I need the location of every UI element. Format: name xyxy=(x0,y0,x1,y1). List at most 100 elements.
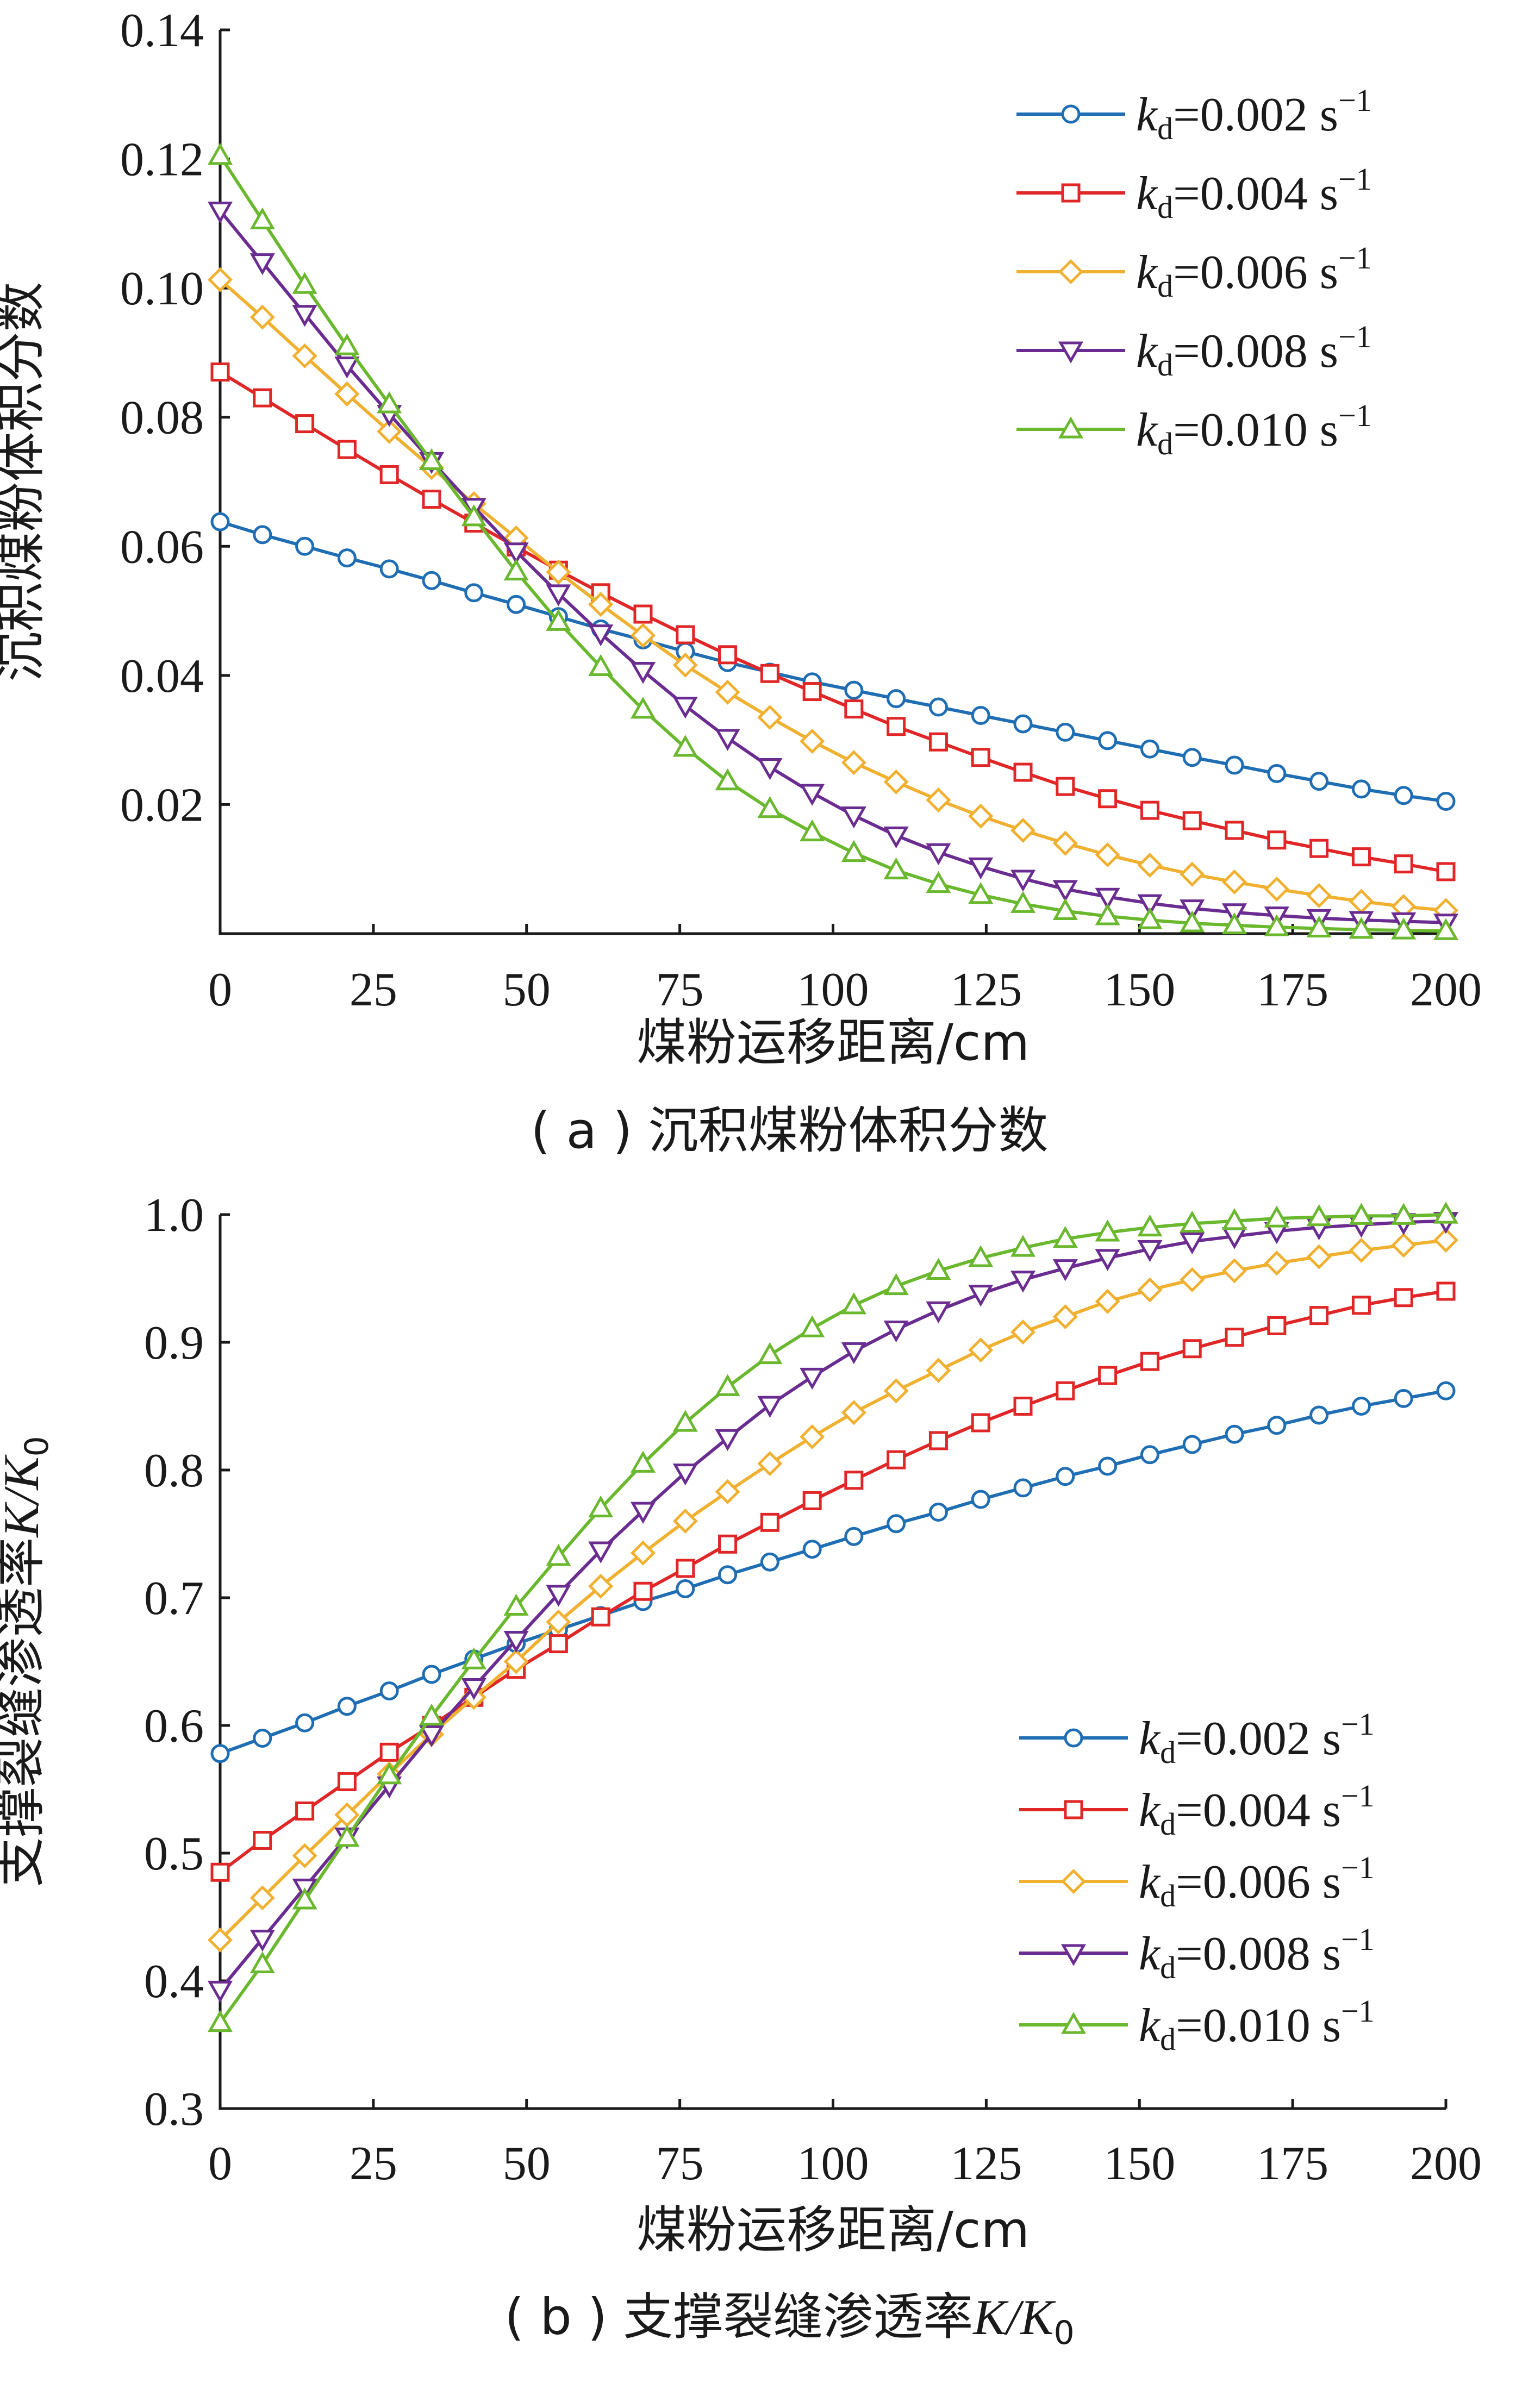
data-point xyxy=(672,652,698,678)
data-point xyxy=(757,758,783,780)
data-point xyxy=(630,623,656,648)
data-point xyxy=(253,1729,272,1748)
legend-label: kd=0.006 s−1 xyxy=(1139,1850,1375,1913)
data-point xyxy=(1140,1352,1159,1371)
legend-marker xyxy=(1060,1868,1087,1894)
data-point xyxy=(207,202,233,224)
x-tick-label: 25 xyxy=(350,964,397,1016)
x-axis-label: 煤粉运移距离/cm xyxy=(637,1014,1030,1072)
data-point xyxy=(591,1607,610,1627)
data-point xyxy=(461,504,486,527)
data-point xyxy=(1182,811,1202,830)
data-point xyxy=(292,343,317,368)
data-point xyxy=(292,272,317,294)
x-tick-label: 150 xyxy=(1103,964,1175,1016)
y-tick-label: 0.14 xyxy=(120,4,204,57)
data-point xyxy=(1436,862,1456,881)
data-point xyxy=(887,1450,906,1469)
data-point xyxy=(887,689,906,709)
data-point xyxy=(926,843,951,866)
y-tick-label: 0.4 xyxy=(144,1955,204,2008)
data-point xyxy=(249,253,275,276)
data-point xyxy=(1013,1478,1033,1498)
data-point xyxy=(928,1503,948,1522)
series-1 xyxy=(210,1381,1456,1763)
series-5 xyxy=(207,142,1459,940)
data-point xyxy=(503,542,529,565)
data-point xyxy=(507,595,526,614)
data-point xyxy=(1225,755,1244,775)
y-tick-label: 0.10 xyxy=(120,262,204,315)
data-point xyxy=(1349,889,1374,914)
data-point xyxy=(757,1451,783,1477)
data-point xyxy=(379,1681,399,1701)
data-point xyxy=(1180,910,1205,933)
data-point xyxy=(377,391,402,414)
data-point xyxy=(1180,1232,1205,1255)
data-point xyxy=(1225,821,1244,840)
legend-marker xyxy=(1060,2012,1087,2034)
chart-panel-b: 0 25 50 75 100 125 150 175 200 0.3 0.4 0.5 0.6 0.7 0.8… xyxy=(0,1189,1482,2352)
x-tick-label: 75 xyxy=(656,2137,704,2190)
data-point xyxy=(588,1495,614,1518)
data-point xyxy=(1221,869,1247,895)
data-point xyxy=(377,418,402,444)
data-point xyxy=(210,362,230,382)
data-point xyxy=(1221,912,1247,935)
x-tick-label: 100 xyxy=(797,2137,869,2190)
data-point xyxy=(334,333,360,355)
data-point xyxy=(419,1703,445,1726)
data-point xyxy=(588,654,614,676)
legend-item: kd=0.008 s−1 xyxy=(1016,319,1372,383)
x-tick-label: 100 xyxy=(797,964,869,1016)
y-tick-label: 0.3 xyxy=(144,2083,204,2136)
data-point xyxy=(1140,1445,1159,1465)
data-point xyxy=(841,840,866,862)
data-point xyxy=(1095,903,1120,925)
data-point xyxy=(883,1273,909,1296)
data-point xyxy=(968,857,994,880)
data-point xyxy=(802,1491,822,1510)
data-point xyxy=(337,440,357,459)
data-point xyxy=(295,1713,315,1732)
y-tick-label: 0.12 xyxy=(120,134,204,186)
data-point xyxy=(1436,1281,1456,1301)
series-5 xyxy=(207,1202,1459,2032)
data-point xyxy=(422,1665,441,1684)
x-tick-label: 150 xyxy=(1103,2137,1175,2190)
data-point xyxy=(926,1301,951,1324)
data-point xyxy=(1052,880,1078,902)
data-point xyxy=(883,1378,909,1404)
y-tick-label: 1.0 xyxy=(144,1189,204,1242)
legend-label: kd=0.008 s−1 xyxy=(1139,1922,1375,1985)
data-point xyxy=(630,1450,656,1473)
data-point xyxy=(207,1980,233,2003)
data-point xyxy=(800,784,825,806)
data-point xyxy=(926,1258,951,1280)
legend-marker xyxy=(1061,104,1081,124)
data-point xyxy=(210,512,230,531)
data-point xyxy=(887,1514,906,1534)
data-point xyxy=(249,304,275,330)
data-point xyxy=(1010,870,1036,892)
data-point xyxy=(672,735,698,757)
legend-label: kd=0.010 s−1 xyxy=(1136,398,1372,461)
data-point xyxy=(887,717,906,736)
data-point xyxy=(1095,1219,1120,1242)
data-point xyxy=(292,1843,317,1868)
data-point xyxy=(546,1609,571,1635)
data-point xyxy=(1267,830,1287,850)
y-tick-label: 0.8 xyxy=(144,1444,204,1497)
series-line xyxy=(219,1389,1446,1755)
data-point xyxy=(883,1320,909,1343)
data-point xyxy=(379,1742,399,1762)
data-point xyxy=(1013,762,1033,782)
data-point xyxy=(1433,1227,1459,1253)
legend-label: kd=0.008 s−1 xyxy=(1136,319,1372,383)
data-point xyxy=(1137,907,1163,929)
legend-label: kd=0.002 s−1 xyxy=(1139,1706,1375,1770)
legend-label: kd=0.004 s−1 xyxy=(1136,161,1372,225)
data-point xyxy=(1394,786,1413,805)
x-tick-label: 50 xyxy=(503,2137,551,2190)
data-point xyxy=(1351,1296,1371,1315)
